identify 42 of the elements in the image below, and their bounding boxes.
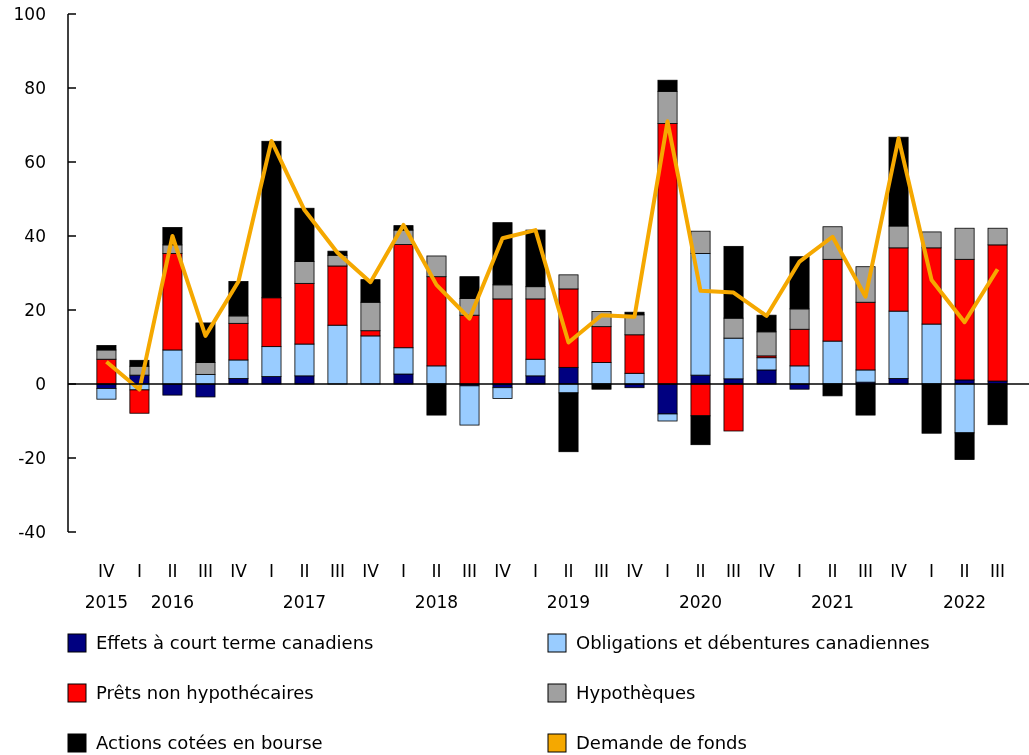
- y-tick-label: -20: [18, 447, 46, 468]
- x-tick-label: II 2020: [678, 561, 723, 612]
- y-tick-label: 80: [24, 77, 46, 98]
- x-tick-label: III: [726, 561, 742, 581]
- x-tick-label: II 2021: [810, 561, 855, 612]
- x-tick-label: IV: [626, 561, 644, 581]
- y-tick-label: 20: [24, 299, 46, 320]
- legend-label: Effets à court terme canadiens: [96, 632, 374, 654]
- legend-label: Demande de fonds: [576, 732, 747, 754]
- x-tick-label: II 2019: [546, 561, 591, 612]
- y-tick-label: 0: [35, 373, 46, 394]
- legend-label: Prêts non hypothécaires: [96, 682, 314, 704]
- x-tick-label: III: [858, 561, 874, 581]
- x-tick-label: III: [990, 561, 1006, 581]
- x-tick-label: I: [929, 561, 935, 581]
- x-tick-label: III: [197, 561, 213, 581]
- legend-label: Actions cotées en bourse: [96, 732, 323, 754]
- y-tick-label: 60: [24, 151, 46, 172]
- y-tick-label: 40: [24, 225, 46, 246]
- x-tick-label: I: [532, 561, 539, 581]
- x-tick-label: I: [136, 561, 142, 581]
- x-tick-label: III: [329, 561, 345, 581]
- x-tick-label: II 2022: [942, 561, 987, 612]
- legend-label: Hypothèques: [576, 682, 696, 704]
- x-tick-label: I: [665, 561, 671, 581]
- x-tick-label: I: [797, 561, 803, 581]
- y-tick-label: 100: [13, 3, 46, 24]
- x-tick-label: IV: [758, 561, 776, 581]
- x-tick-label: I: [400, 561, 406, 581]
- x-tick-label: I: [268, 561, 274, 581]
- x-tick-label: IV: [362, 561, 380, 581]
- legend-label: Obligations et débentures canadiennes: [576, 632, 930, 654]
- x-tick-label: II 2018: [414, 561, 459, 612]
- x-tick-label: III: [461, 561, 478, 581]
- x-tick-label: IV 2015: [84, 561, 129, 612]
- x-tick-label: IV: [230, 561, 248, 581]
- x-tick-label: III: [593, 561, 610, 581]
- x-tick-label: IV: [890, 561, 908, 581]
- x-tick-label: II 2017: [282, 561, 327, 612]
- x-tick-label: IV: [494, 561, 512, 581]
- y-tick-label: -40: [18, 521, 46, 542]
- x-tick-label: II 2016: [150, 561, 195, 612]
